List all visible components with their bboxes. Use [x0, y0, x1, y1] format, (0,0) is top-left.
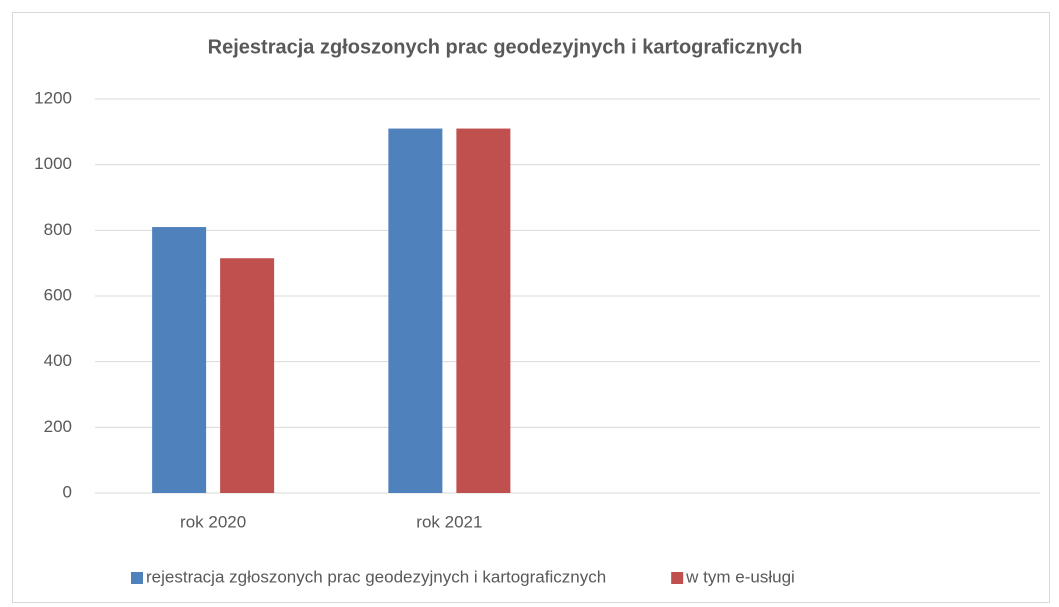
legend-swatch [131, 572, 143, 584]
y-tick-label: 400 [44, 351, 72, 370]
bar [456, 128, 511, 494]
legend-label: rejestracja zgłoszonych prac geodezyjnyc… [146, 567, 606, 586]
legend-swatch [671, 572, 684, 584]
legend-label: w tym e-usługi [685, 567, 795, 586]
y-tick-label: 200 [44, 417, 72, 436]
x-tick-label: rok 2020 [180, 512, 246, 531]
bar [220, 258, 275, 493]
y-tick-label: 0 [63, 482, 72, 501]
bar [388, 128, 443, 494]
y-tick-label: 1000 [34, 154, 72, 173]
chart-title: Rejestracja zgłoszonych prac geodezyjnyc… [208, 36, 803, 58]
y-tick-label: 1200 [34, 88, 72, 107]
y-tick-label: 600 [44, 285, 72, 304]
y-tick-label: 800 [44, 220, 72, 239]
bar [152, 227, 207, 494]
x-tick-label: rok 2021 [416, 512, 482, 531]
